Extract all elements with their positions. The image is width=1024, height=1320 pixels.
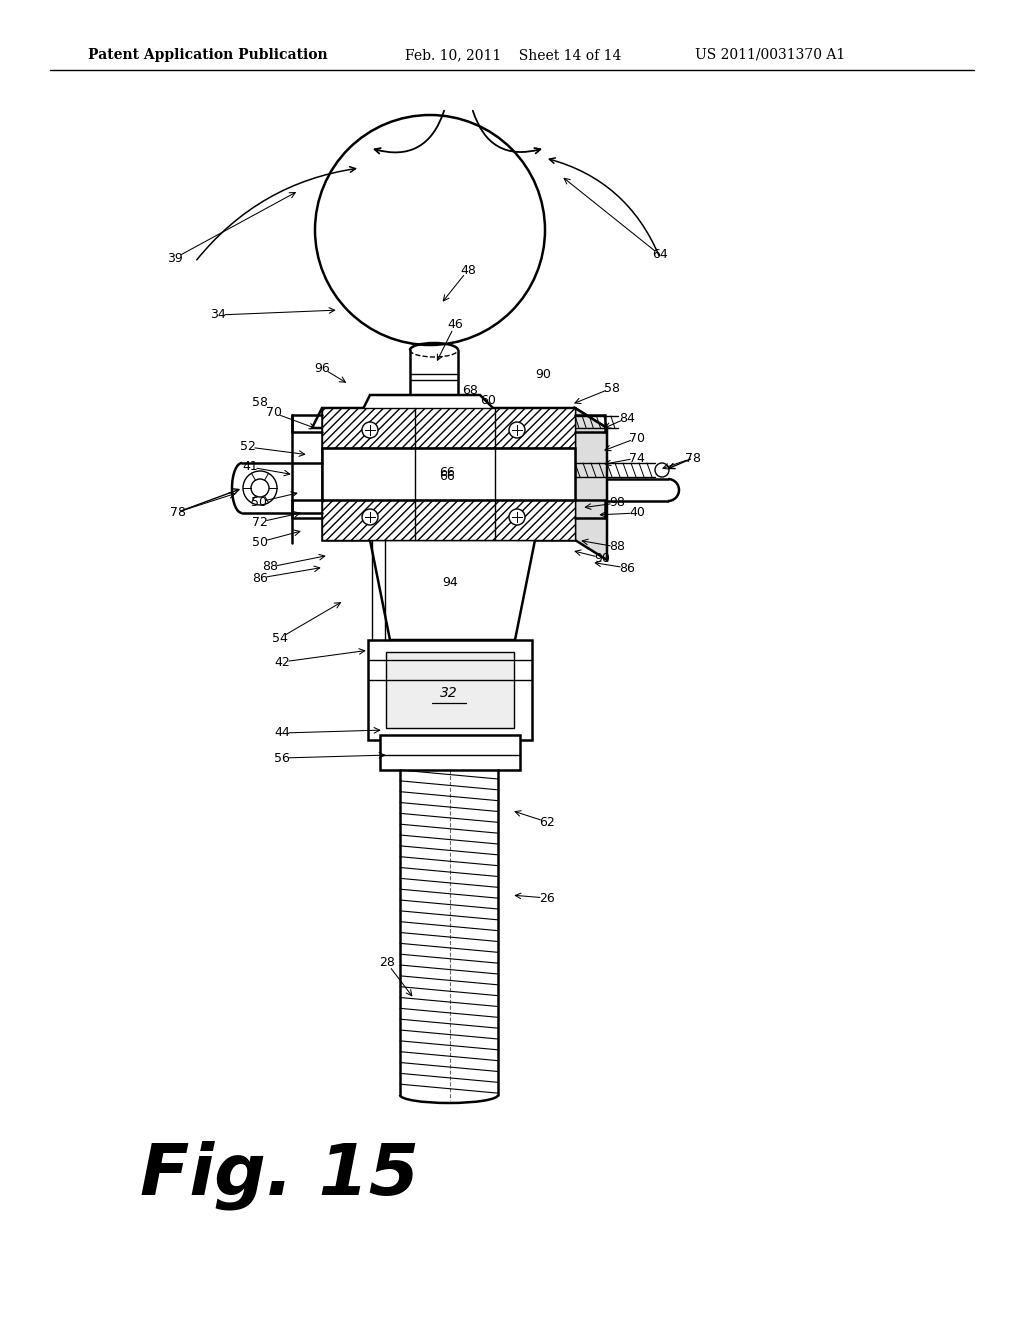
Text: 56: 56 [274, 751, 290, 764]
Text: 40: 40 [629, 507, 645, 520]
Text: 39: 39 [167, 252, 183, 264]
Text: 44: 44 [274, 726, 290, 739]
Bar [322, 408, 575, 540]
Text: 74: 74 [629, 451, 645, 465]
Text: Patent Application Publication: Patent Application Publication [88, 48, 328, 62]
Text: 52: 52 [240, 441, 256, 454]
Text: 26: 26 [539, 891, 555, 904]
Text: 60: 60 [480, 393, 496, 407]
Text: 34: 34 [210, 309, 226, 322]
Polygon shape [575, 408, 607, 560]
Text: 70: 70 [629, 432, 645, 445]
Text: 46: 46 [447, 318, 463, 331]
Text: 88: 88 [262, 561, 278, 573]
Text: 62: 62 [539, 816, 555, 829]
Circle shape [362, 422, 378, 438]
Text: 86: 86 [252, 572, 268, 585]
Text: 96: 96 [314, 362, 330, 375]
Text: 78: 78 [170, 506, 186, 519]
Text: 58: 58 [604, 381, 620, 395]
Text: Fig. 15: Fig. 15 [140, 1140, 419, 1209]
Text: 84: 84 [620, 412, 635, 425]
Text: 50: 50 [251, 495, 267, 508]
Text: 78: 78 [685, 451, 701, 465]
Text: 66: 66 [439, 466, 455, 479]
Bar [322, 408, 575, 447]
Text: 58: 58 [252, 396, 268, 408]
Text: 42: 42 [274, 656, 290, 668]
Text: 54: 54 [272, 631, 288, 644]
Bar [386, 652, 514, 729]
Text: 48: 48 [460, 264, 476, 276]
Text: 90: 90 [536, 367, 551, 380]
Circle shape [362, 510, 378, 525]
Text: 98: 98 [609, 496, 625, 510]
Circle shape [509, 422, 525, 438]
Text: 66: 66 [439, 470, 455, 483]
Text: 70: 70 [266, 407, 282, 420]
Polygon shape [312, 408, 607, 428]
Text: 90: 90 [594, 552, 610, 565]
Circle shape [243, 471, 278, 506]
Text: 86: 86 [620, 561, 635, 574]
Text: 72: 72 [252, 516, 268, 528]
Text: 28: 28 [379, 957, 395, 969]
Bar [322, 447, 575, 500]
Bar [368, 640, 532, 741]
Text: 64: 64 [652, 248, 668, 261]
Circle shape [509, 510, 525, 525]
Polygon shape [370, 540, 535, 640]
Polygon shape [360, 395, 500, 414]
Circle shape [251, 479, 269, 498]
Text: 32: 32 [440, 686, 458, 700]
Text: 50: 50 [252, 536, 268, 549]
Text: Feb. 10, 2011    Sheet 14 of 14: Feb. 10, 2011 Sheet 14 of 14 [406, 48, 622, 62]
Circle shape [315, 115, 545, 345]
Text: 68: 68 [462, 384, 478, 396]
Circle shape [655, 463, 669, 477]
Text: US 2011/0031370 A1: US 2011/0031370 A1 [695, 48, 845, 62]
Text: 88: 88 [609, 540, 625, 553]
Bar [322, 498, 575, 540]
Text: 41: 41 [242, 461, 258, 474]
Bar [380, 735, 520, 770]
Text: 94: 94 [442, 576, 458, 589]
